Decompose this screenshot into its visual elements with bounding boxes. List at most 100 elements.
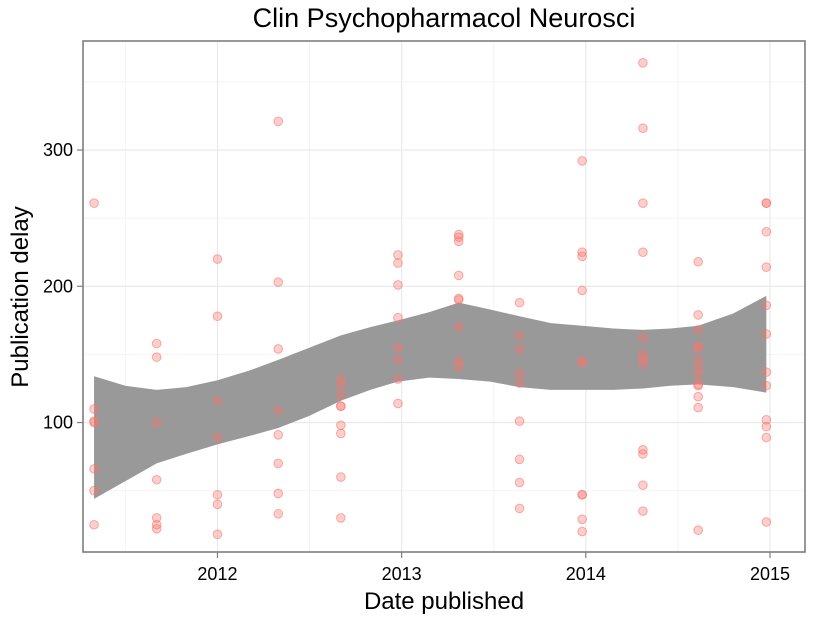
- data-point: [761, 415, 772, 425]
- y-axis-title: Publication delay: [7, 206, 34, 387]
- data-point: [761, 226, 772, 237]
- data-point: [89, 485, 99, 496]
- data-point: [514, 344, 525, 354]
- data-point: [761, 421, 772, 432]
- data-point: [638, 506, 648, 516]
- data-point: [336, 374, 346, 384]
- data-point: [151, 417, 162, 428]
- x-axis-title: Date published: [364, 588, 524, 615]
- data-point: [638, 353, 648, 364]
- data-point: [693, 363, 703, 373]
- data-point: [336, 472, 346, 482]
- data-point: [336, 380, 346, 391]
- data-point: [273, 344, 284, 354]
- data-point: [514, 454, 525, 465]
- data-point: [761, 432, 772, 443]
- data-point: [638, 247, 648, 258]
- data-point: [212, 254, 223, 264]
- data-point: [393, 355, 403, 365]
- data-point: [336, 420, 346, 431]
- data-point: [89, 519, 99, 530]
- data-point: [761, 329, 772, 339]
- data-point: [638, 480, 648, 491]
- data-point: [151, 524, 162, 534]
- data-point: [577, 526, 587, 537]
- points-layer: [89, 58, 772, 540]
- data-point: [212, 311, 223, 322]
- data-point: [336, 401, 346, 411]
- data-point: [453, 322, 464, 332]
- data-point: [761, 300, 772, 311]
- y-tick-label: 200: [43, 276, 73, 296]
- x-tick-label: 2014: [566, 564, 606, 584]
- data-point: [761, 262, 772, 273]
- y-tick-label: 100: [43, 413, 73, 433]
- data-point: [273, 509, 284, 519]
- data-point: [577, 489, 587, 500]
- data-point: [761, 380, 772, 391]
- data-point: [273, 458, 284, 469]
- data-point: [151, 352, 162, 362]
- data-point: [638, 123, 648, 134]
- data-point: [273, 116, 284, 127]
- data-point: [514, 368, 525, 379]
- chart-title: Clin Psychopharmacol Neurosci: [253, 3, 636, 33]
- data-point: [638, 198, 648, 208]
- data-point: [453, 229, 464, 240]
- data-point: [453, 236, 464, 247]
- data-point: [212, 432, 223, 443]
- data-point: [577, 285, 587, 296]
- data-point: [273, 405, 284, 416]
- data-point: [693, 370, 703, 380]
- data-point: [638, 333, 648, 343]
- data-point: [638, 449, 648, 459]
- data-point: [336, 513, 346, 523]
- data-point: [514, 477, 525, 488]
- data-point: [393, 312, 403, 323]
- data-point: [514, 416, 525, 426]
- data-point: [693, 525, 703, 536]
- data-point: [761, 517, 772, 527]
- x-tick-label: 2012: [197, 564, 237, 584]
- data-point: [514, 297, 525, 308]
- data-point: [151, 513, 162, 523]
- data-point: [693, 355, 703, 365]
- data-point: [514, 330, 525, 341]
- data-point: [693, 402, 703, 413]
- data-point: [89, 417, 99, 428]
- data-point: [693, 342, 703, 353]
- data-point: [393, 280, 403, 290]
- data-point: [514, 378, 525, 388]
- data-point: [453, 295, 464, 305]
- data-point: [393, 342, 403, 353]
- x-tick-label: 2015: [750, 564, 790, 584]
- data-point: [453, 270, 464, 281]
- data-point: [273, 488, 284, 499]
- data-point: [693, 325, 703, 335]
- data-point: [393, 398, 403, 409]
- data-point: [453, 361, 464, 372]
- smooth-band-layer: [94, 295, 767, 499]
- data-point: [638, 359, 648, 369]
- data-point: [89, 198, 99, 208]
- y-axis-ticks: 100 200 300: [43, 140, 83, 433]
- data-point: [693, 310, 703, 320]
- confidence-band: [94, 295, 767, 499]
- plot-panel-border: [82, 40, 806, 553]
- x-axis-ticks: 2012 2013 2014 2015: [197, 552, 790, 584]
- data-point: [336, 390, 346, 401]
- data-point: [761, 367, 772, 377]
- data-point: [89, 404, 99, 414]
- data-point: [514, 503, 525, 514]
- data-point: [577, 251, 587, 262]
- data-point: [212, 529, 223, 540]
- data-point: [761, 198, 772, 208]
- y-tick-label: 300: [43, 140, 73, 160]
- data-point: [577, 514, 587, 525]
- data-point: [577, 357, 587, 368]
- data-point: [89, 464, 99, 474]
- data-point: [577, 156, 587, 166]
- data-point: [638, 58, 648, 68]
- data-point: [212, 499, 223, 510]
